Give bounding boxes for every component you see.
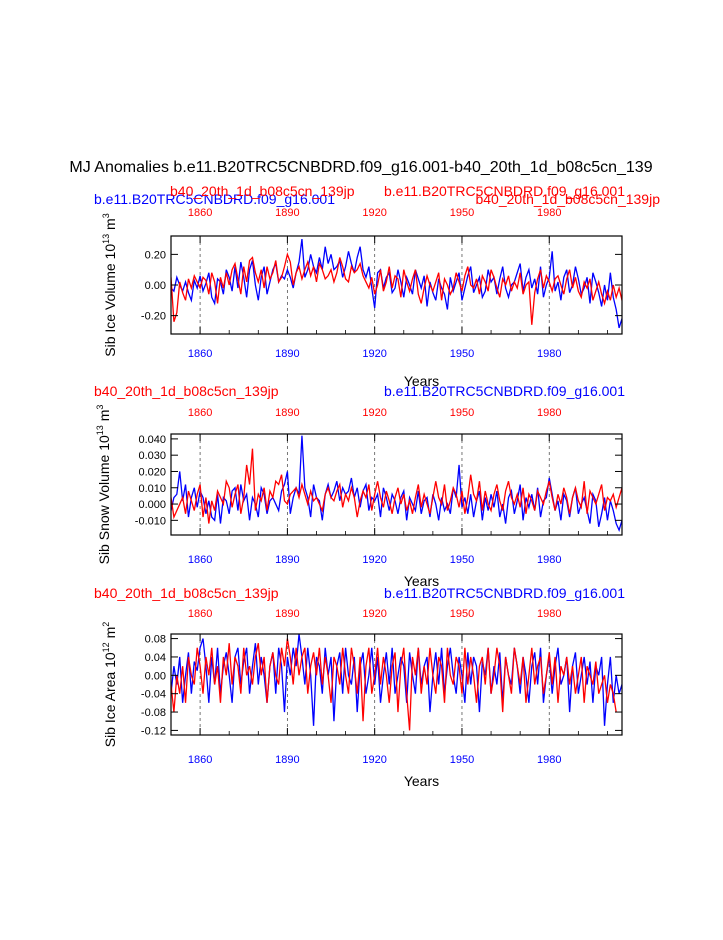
x-tick-label-top: 1890 (275, 407, 299, 419)
case-label-right-overlay: b40_20th_1d_b08c5cn_139jp (475, 191, 660, 207)
y-axis-label-exp: 13 (101, 234, 111, 244)
y-axis-label: Sib Ice Volume 1013 m3 (101, 213, 118, 356)
series-case2-line (171, 252, 622, 325)
x-tick-label-top: 1950 (450, 407, 474, 419)
series-case1-line (171, 238, 622, 329)
y-tick-label: 0.08 (145, 634, 166, 646)
series-case1-line (171, 634, 622, 726)
y-tick-label: 0.20 (145, 249, 166, 261)
x-axis-label: Years (404, 573, 439, 589)
x-tick-label-bottom: 1980 (537, 754, 561, 766)
case-label-left: b40_20th_1d_b08c5cn_139jp (94, 383, 279, 399)
x-tick-label-top: 1980 (537, 407, 561, 419)
plot-frame (170, 433, 623, 536)
case-label-left: b40_20th_1d_b08c5cn_139jp (94, 585, 279, 601)
series-case2-line (171, 448, 622, 524)
y-tick-label: -0.08 (141, 707, 166, 719)
x-tick-label-bottom: 1980 (537, 348, 561, 360)
series-case1-line (171, 435, 622, 532)
x-tick-label-top: 1920 (362, 207, 386, 219)
y-axis-label-base: Sib Ice Area 10 (102, 652, 118, 747)
y-axis-label-unit-exp: 3 (95, 405, 105, 410)
chart-panel-1: 0.20 0.00 -0.20 1860 1860 1890 1890 1920 1920 195… (94, 183, 660, 389)
y-tick-label: 0.030 (138, 450, 166, 462)
x-tick-label-top: 1950 (450, 608, 474, 620)
case-label-left-overlay: b40_20th_1d_b08c5cn_139jp (170, 183, 355, 199)
y-axis-label-unit: m (102, 627, 118, 643)
x-tick-label-bottom: 1950 (450, 754, 474, 766)
y-tick-label: 0.000 (138, 499, 166, 511)
x-tick-label-bottom: 1920 (362, 348, 386, 360)
y-axis-label-unit-exp: 2 (101, 622, 111, 627)
y-tick-label: -0.12 (141, 725, 166, 737)
x-tick-label-bottom: 1890 (275, 554, 299, 566)
y-tick-label: 0.010 (138, 483, 166, 495)
case-label-right: b.e11.B20TRC5CNBDRD.f09_g16.001 (384, 585, 625, 601)
y-tick-label: -0.010 (135, 515, 166, 527)
chart-panels: 0.20 0.00 -0.20 1860 1860 1890 1890 1920 1920 195… (94, 183, 660, 789)
x-axis-label: Years (404, 773, 439, 789)
y-tick-label: 0.040 (138, 434, 166, 446)
x-tick-label-bottom: 1890 (275, 754, 299, 766)
x-tick-label-bottom: 1950 (450, 554, 474, 566)
x-tick-label-top: 1890 (275, 207, 299, 219)
x-tick-label-top: 1890 (275, 608, 299, 620)
y-axis-label: Sib Snow Volume 1013 m3 (95, 405, 112, 565)
y-tick-label: 0.04 (145, 652, 166, 664)
x-tick-label-bottom: 1920 (362, 554, 386, 566)
x-tick-label-top: 1950 (450, 207, 474, 219)
x-tick-label-top: 1980 (537, 608, 561, 620)
case-label-right: b.e11.B20TRC5CNBDRD.f09_g16.001 (384, 183, 625, 199)
y-tick-label: -0.20 (141, 311, 166, 323)
y-tick-label: 0.00 (145, 670, 166, 682)
x-tick-label-bottom: 1920 (362, 754, 386, 766)
y-axis-label-exp: 12 (101, 642, 111, 652)
y-tick-label: 0.020 (138, 466, 166, 478)
x-tick-label-top: 1860 (188, 608, 212, 620)
page-title: MJ Anomalies b.e11.B20TRC5CNBDRD.f09_g16… (69, 159, 652, 176)
x-tick-label-bottom: 1980 (537, 554, 561, 566)
x-tick-label-top: 1860 (188, 407, 212, 419)
y-axis-label-base: Sib Ice Volume 10 (102, 244, 118, 357)
x-tick-label-bottom: 1860 (188, 554, 212, 566)
y-tick-label: 0.00 (145, 280, 166, 292)
y-axis-label-unit-exp: 3 (101, 213, 111, 218)
chart-panel-3: 0.08 0.04 0.00 -0.04 -0.08 -0.12 1860 1860 1890 1… (94, 585, 625, 789)
x-tick-label-top: 1920 (362, 608, 386, 620)
y-axis-label-unit: m (102, 218, 118, 234)
case-label-right: b.e11.B20TRC5CNBDRD.f09_g16.001 (384, 383, 625, 399)
x-tick-label-bottom: 1860 (188, 348, 212, 360)
y-tick-label: -0.04 (141, 689, 166, 701)
case-label-left: b.e11.B20TRC5CNBDRD.f09_g16.001 (94, 191, 335, 207)
y-axis-label: Sib Ice Area 1012 m2 (101, 622, 118, 748)
x-tick-label-top: 1920 (362, 407, 386, 419)
y-axis-label-exp: 13 (95, 425, 105, 435)
series-case2-line (171, 638, 617, 731)
x-tick-label-top: 1980 (537, 207, 561, 219)
x-tick-label-bottom: 1890 (275, 348, 299, 360)
x-axis-label: Years (404, 373, 439, 389)
y-axis-label-base: Sib Snow Volume 10 (96, 435, 112, 564)
x-tick-label-bottom: 1860 (188, 754, 212, 766)
x-tick-label-top: 1860 (188, 207, 212, 219)
plot-frame (170, 633, 623, 736)
chart-panel-2: 0.040 0.030 0.020 0.010 0.000 -0.010 1860 1860 1… (94, 383, 625, 589)
x-tick-label-bottom: 1950 (450, 348, 474, 360)
y-axis-label-unit: m (96, 410, 112, 426)
